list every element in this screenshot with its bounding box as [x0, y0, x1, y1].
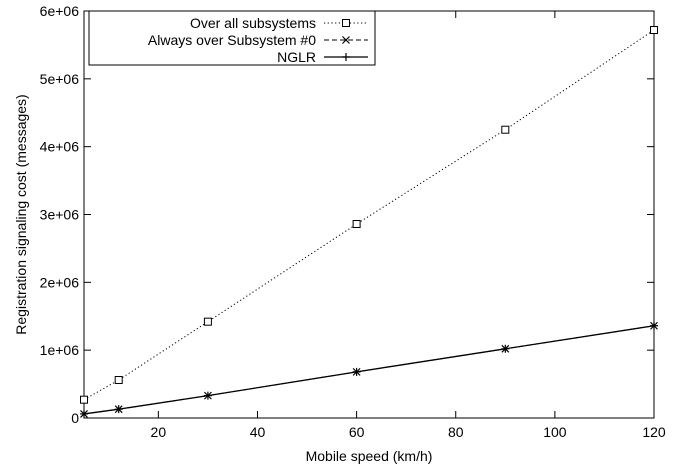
square-marker — [353, 220, 360, 227]
x-tick-label: 120 — [642, 424, 666, 440]
series-line — [84, 30, 654, 400]
x-axis-title: Mobile speed (km/h) — [306, 448, 433, 464]
square-marker — [204, 318, 211, 325]
series-over-all-subsystems — [81, 26, 658, 403]
y-tick-label: 1e+06 — [40, 342, 80, 358]
x-tick-label: 100 — [543, 424, 567, 440]
square-marker — [115, 377, 122, 384]
y-axis-ticks: 0 1e+06 2e+06 3e+06 4e+06 5e+06 6e+06 — [40, 3, 654, 426]
y-tick-label: 6e+06 — [40, 3, 80, 19]
x-tick-label: 60 — [349, 424, 365, 440]
square-marker — [651, 26, 658, 33]
y-tick-label: 5e+06 — [40, 71, 80, 87]
series-layer — [80, 26, 658, 417]
square-marker — [81, 396, 88, 403]
y-tick-label: 0 — [71, 410, 79, 426]
legend-label: NGLR — [277, 49, 316, 65]
y-tick-label: 3e+06 — [40, 207, 80, 223]
x-tick-label: 40 — [250, 424, 266, 440]
series-line — [84, 326, 654, 414]
x-axis-ticks: 20 40 60 80 100 120 — [151, 11, 666, 440]
x-tick-label: 80 — [448, 424, 464, 440]
y-tick-label: 2e+06 — [40, 274, 80, 290]
plot-frame — [84, 11, 654, 418]
legend-label: Always over Subsystem #0 — [148, 32, 316, 48]
square-marker — [502, 126, 509, 133]
legend-label: Over all subsystems — [190, 15, 316, 31]
y-tick-label: 4e+06 — [40, 139, 80, 155]
series-nglr — [80, 322, 658, 418]
y-axis-title: Registration signaling cost (messages) — [13, 94, 29, 334]
x-tick-label: 20 — [151, 424, 167, 440]
square-marker — [343, 20, 350, 27]
plot-border — [84, 11, 654, 418]
